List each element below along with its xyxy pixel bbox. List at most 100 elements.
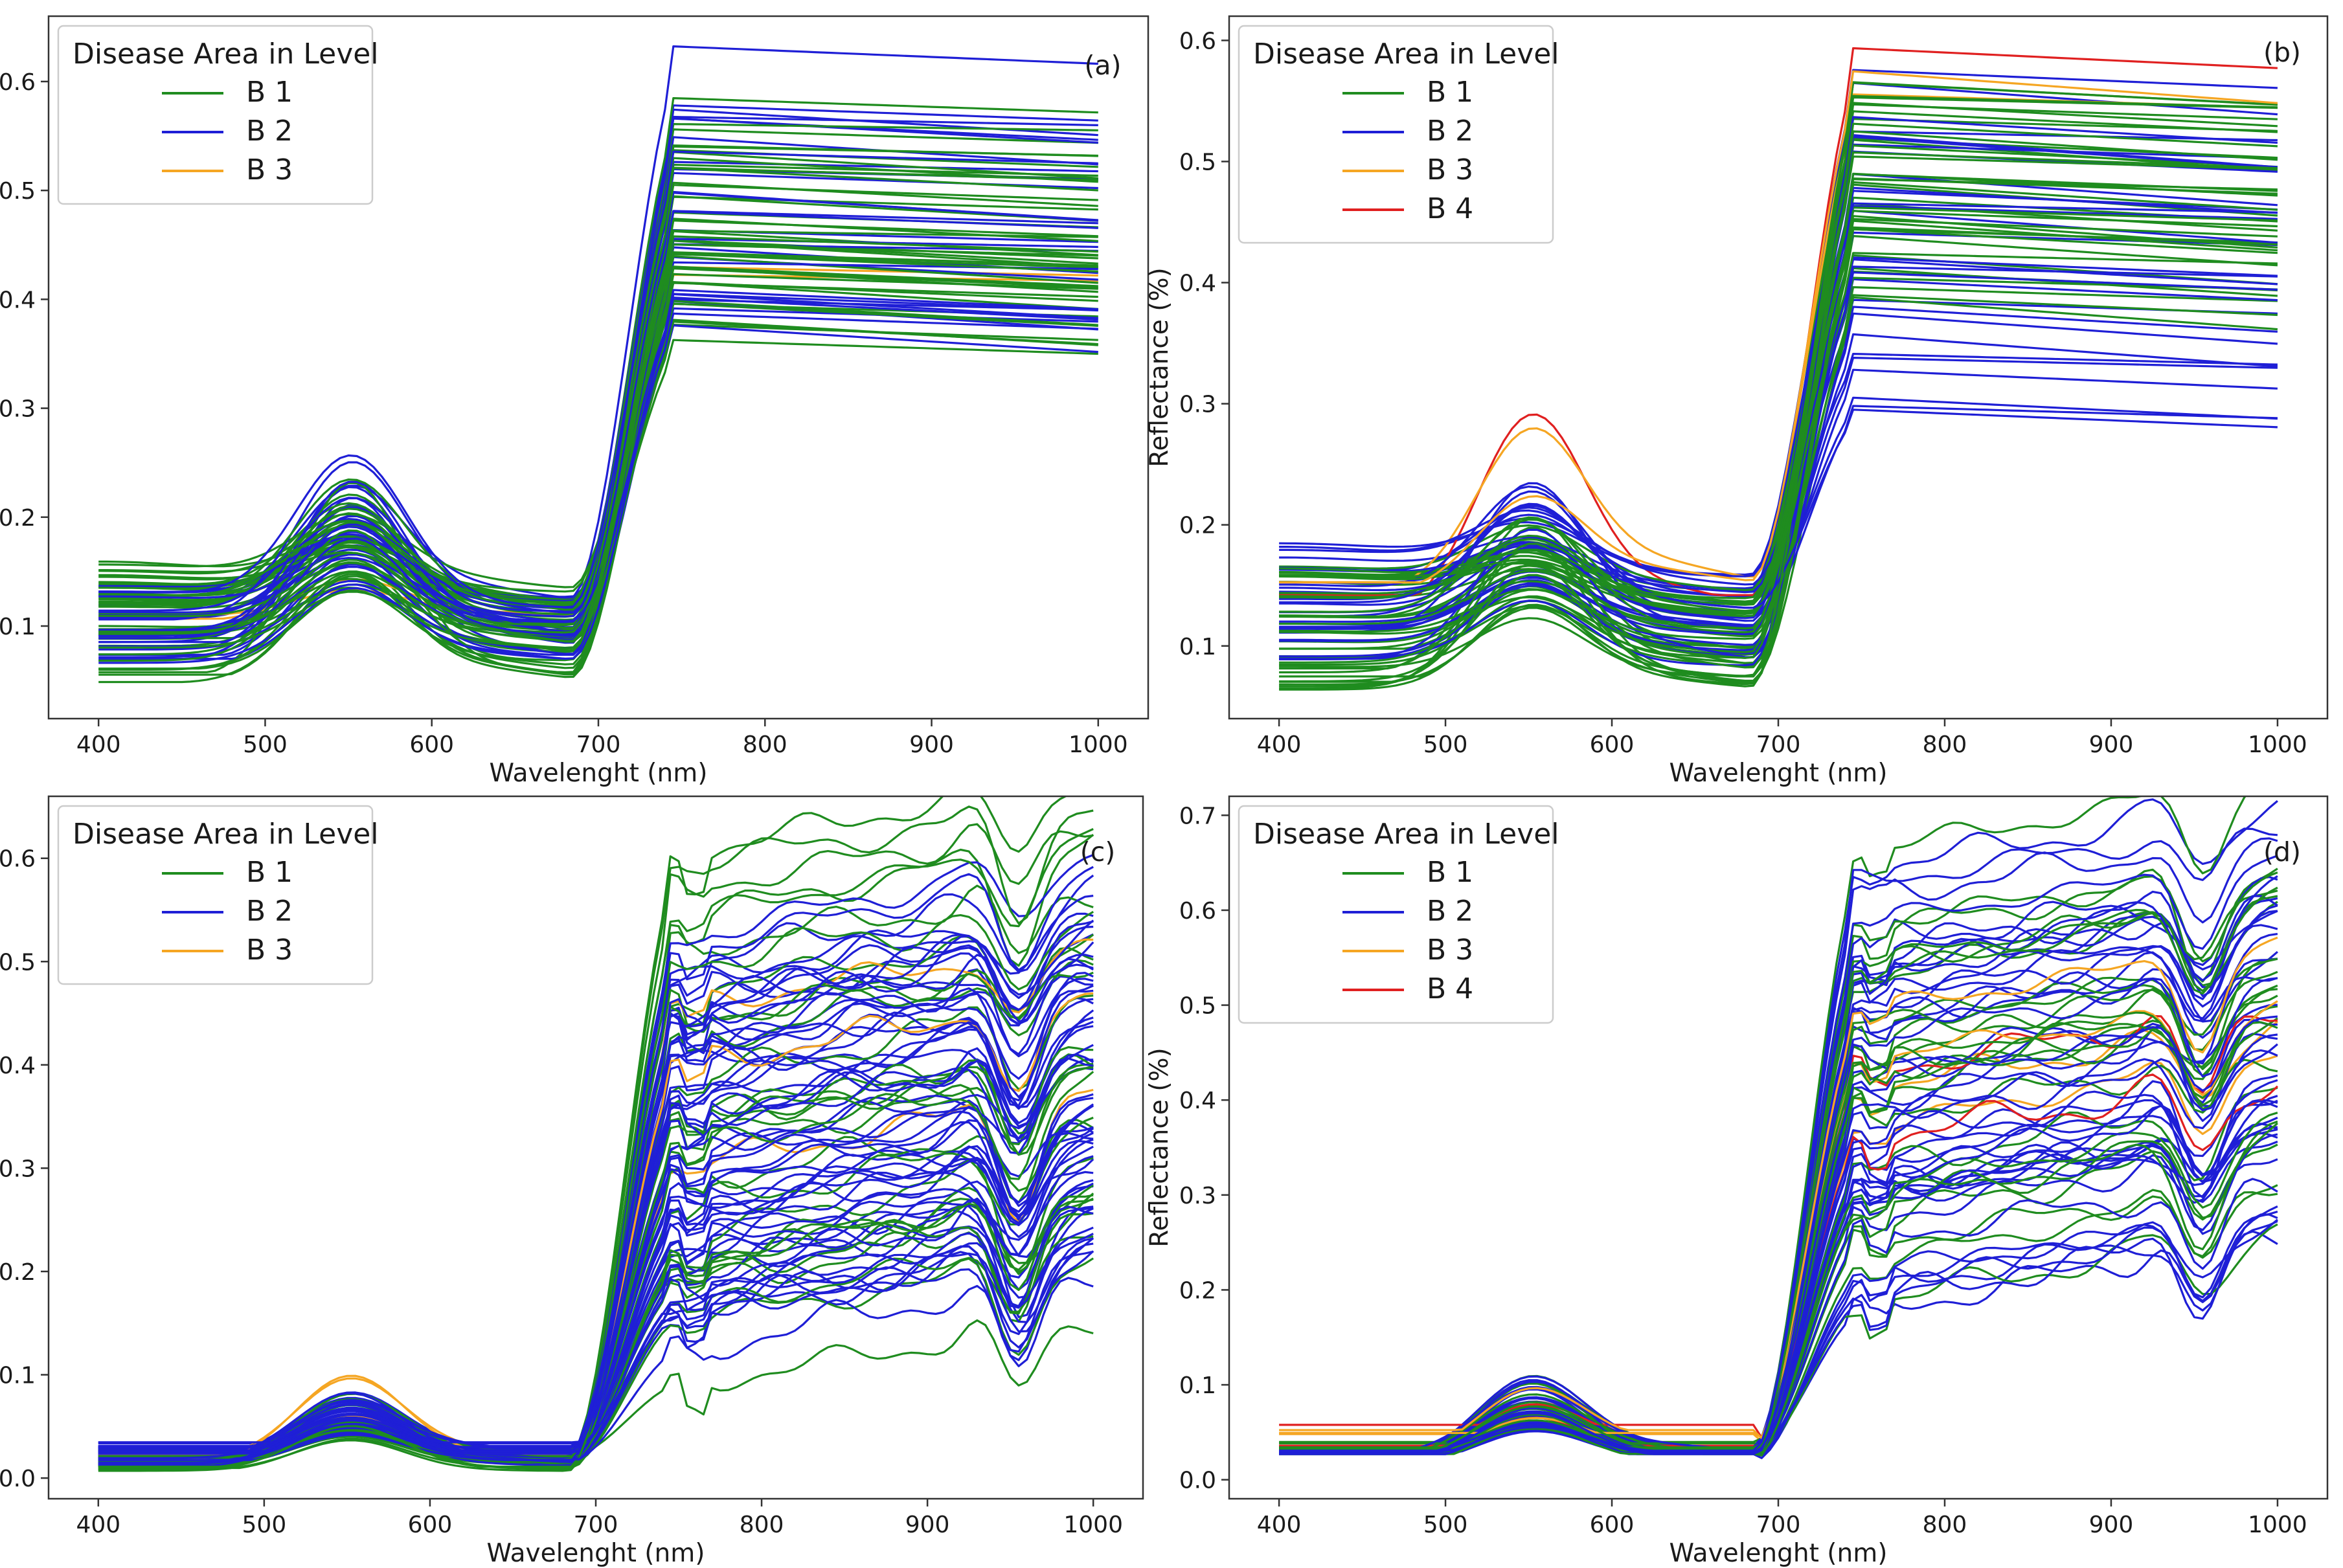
legend: Disease Area in Level B 1 B 2 B 3 — [57, 805, 379, 985]
spectrum-line — [1279, 271, 2278, 629]
y-tick-label: 0.5 — [0, 178, 36, 205]
x-tick-label: 800 — [743, 732, 787, 758]
spectrum-line — [98, 184, 1098, 627]
x-tick-label: 1000 — [1063, 1512, 1123, 1538]
y-tick-label: 0.3 — [1179, 392, 1216, 418]
y-tick-label: 0.3 — [1179, 1183, 1216, 1209]
spectrum-line — [1279, 181, 2278, 630]
spectrum-line — [1279, 219, 2278, 677]
x-tick-label: 600 — [1590, 732, 1635, 758]
y-tick-label: 0.3 — [0, 396, 36, 423]
x-axis-label: Wavelenght (nm) — [487, 1539, 705, 1568]
legend-entry: B 1 — [246, 856, 293, 889]
spectrum-line — [98, 972, 1094, 1455]
chart-panel-c: 400 500 600 700 800 900 1000 0.0 0.1 0.2 0.3 0.4 0.5… — [0, 795, 1144, 1568]
x-tick-label: 700 — [574, 1512, 618, 1538]
x-tick-label: 900 — [2089, 732, 2134, 758]
spectrum-line — [1279, 1100, 2278, 1454]
spectrum-line — [1279, 95, 2278, 683]
legend-box — [1238, 805, 1554, 1024]
legend-title: Disease Area in Level — [73, 818, 379, 851]
y-tick-label: 0.4 — [0, 287, 36, 313]
legend-entry: B 4 — [1427, 972, 1473, 1005]
legend: Disease Area in Level B 1 B 2 B 3 B 4 — [1238, 805, 1559, 1024]
y-tick-label: 0.1 — [1179, 1372, 1216, 1399]
legend-entry: B 3 — [246, 934, 293, 967]
spectrum-line — [98, 115, 1098, 644]
legend-box — [57, 25, 374, 205]
x-axis-label: Wavelenght (nm) — [490, 759, 708, 788]
x-tick-label: 500 — [243, 732, 288, 758]
legend-entry: B 2 — [246, 115, 293, 148]
legend-box — [1238, 25, 1554, 244]
x-tick-label: 500 — [1423, 1512, 1468, 1538]
x-tick-label: 500 — [242, 1512, 287, 1538]
x-tick-label: 700 — [576, 732, 621, 758]
x-tick-label: 900 — [2089, 1512, 2134, 1538]
panel-label: (a) — [1084, 50, 1121, 81]
y-tick-label: 0.5 — [0, 949, 36, 976]
spectrum-line — [98, 219, 1098, 642]
x-tick-label: 500 — [1423, 732, 1468, 758]
series-lines — [1279, 47, 2278, 691]
x-tick-label: 600 — [408, 1512, 453, 1538]
legend-title: Disease Area in Level — [1253, 818, 1559, 851]
y-tick-label: 0.4 — [1179, 271, 1216, 297]
spectrum-line — [1279, 1015, 2278, 1455]
spectrum-line — [1279, 70, 2278, 584]
chart-panel-a: 400 500 600 700 800 900 1000 0.1 0.2 0.3 0.4 0.5 0.6… — [0, 15, 1149, 788]
y-tick-label: 0.2 — [1179, 513, 1216, 539]
spectrum-line — [1279, 151, 2278, 604]
legend-entry: B 2 — [1427, 115, 1473, 148]
x-tick-label: 1000 — [2248, 732, 2307, 758]
y-tick-label: 0.6 — [0, 69, 36, 96]
chart-panel-d: 400 500 600 700 800 900 1000 0.0 0.1 0.2 0.3 0.4 0.5… — [1145, 795, 2329, 1568]
y-tick-label: 0.4 — [0, 1053, 36, 1079]
y-tick-label: 0.1 — [1179, 634, 1216, 660]
y-axis-label: Reflectance (%) — [1145, 1047, 1174, 1248]
panel-label: (d) — [2263, 836, 2301, 868]
spectrum-line — [98, 1250, 1094, 1448]
x-tick-label: 400 — [76, 732, 121, 758]
x-tick-label: 400 — [1257, 732, 1302, 758]
y-tick-label: 0.3 — [0, 1156, 36, 1182]
y-tick-label: 0.6 — [1179, 28, 1216, 54]
y-tick-label: 0.2 — [1179, 1277, 1216, 1304]
legend-entry: B 3 — [1427, 153, 1473, 186]
y-tick-label: 0.1 — [0, 614, 36, 640]
series-lines — [98, 796, 1094, 1472]
spectrum-line — [98, 1194, 1094, 1459]
spectrum-line — [98, 235, 1098, 650]
x-tick-label: 1000 — [1069, 732, 1128, 758]
legend-entry: B 1 — [1427, 856, 1473, 889]
legend: Disease Area in Level B 1 B 2 B 3 — [57, 25, 379, 205]
panel-label: (c) — [1080, 836, 1116, 868]
x-tick-label: 900 — [909, 732, 954, 758]
spectrum-line — [98, 1242, 1094, 1461]
legend-title: Disease Area in Level — [73, 38, 379, 71]
legend-entry: B 3 — [1427, 934, 1473, 967]
x-tick-label: 1000 — [2248, 1512, 2307, 1538]
y-tick-label: 0.4 — [1179, 1088, 1216, 1114]
legend-entry: B 1 — [1427, 76, 1473, 109]
spectrum-line — [98, 150, 1098, 609]
x-tick-label: 600 — [409, 732, 454, 758]
legend-box — [57, 805, 374, 985]
x-tick-label: 400 — [76, 1512, 120, 1538]
x-axis-label: Wavelenght (nm) — [1670, 759, 1888, 788]
x-tick-label: 800 — [1923, 1512, 1967, 1538]
y-tick-label: 0.6 — [0, 846, 36, 873]
panel-label: (b) — [2263, 37, 2301, 68]
x-tick-label: 800 — [1923, 732, 1967, 758]
y-tick-label: 0.2 — [0, 505, 36, 532]
series-lines — [1279, 796, 2279, 1459]
x-tick-label: 700 — [1756, 732, 1801, 758]
legend-title: Disease Area in Level — [1253, 38, 1559, 71]
x-tick-label: 600 — [1590, 1512, 1635, 1538]
legend-entry: B 1 — [246, 76, 293, 109]
y-tick-label: 0.6 — [1179, 898, 1216, 924]
chart-panel-b: 400 500 600 700 800 900 1000 0.1 0.2 0.3 0.4 0.5 0.6… — [1145, 15, 2329, 788]
legend: Disease Area in Level B 1 B 2 B 3 B 4 — [1238, 25, 1559, 244]
spectrum-line — [98, 252, 1098, 662]
